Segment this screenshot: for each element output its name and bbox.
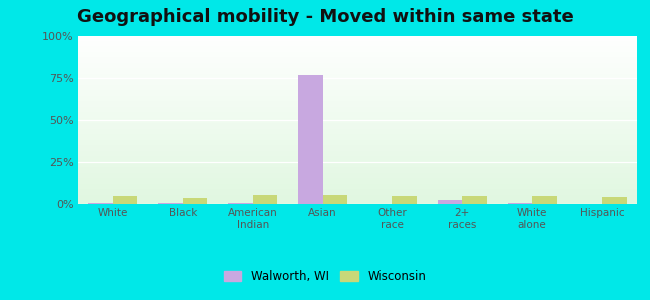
Bar [322,195,347,204]
Bar [532,196,556,204]
Bar [508,203,532,204]
Bar [88,203,113,204]
Bar [183,198,207,204]
Bar [438,200,462,204]
Legend: Walworth, WI, Wisconsin: Walworth, WI, Wisconsin [219,266,431,288]
Text: Geographical mobility - Moved within same state: Geographical mobility - Moved within sam… [77,8,573,26]
Bar [462,196,487,204]
Bar [113,196,137,204]
Bar [393,196,417,204]
Bar [298,75,322,204]
Bar [159,203,183,204]
Bar [253,195,277,204]
Bar [602,197,627,204]
Bar [228,203,253,204]
